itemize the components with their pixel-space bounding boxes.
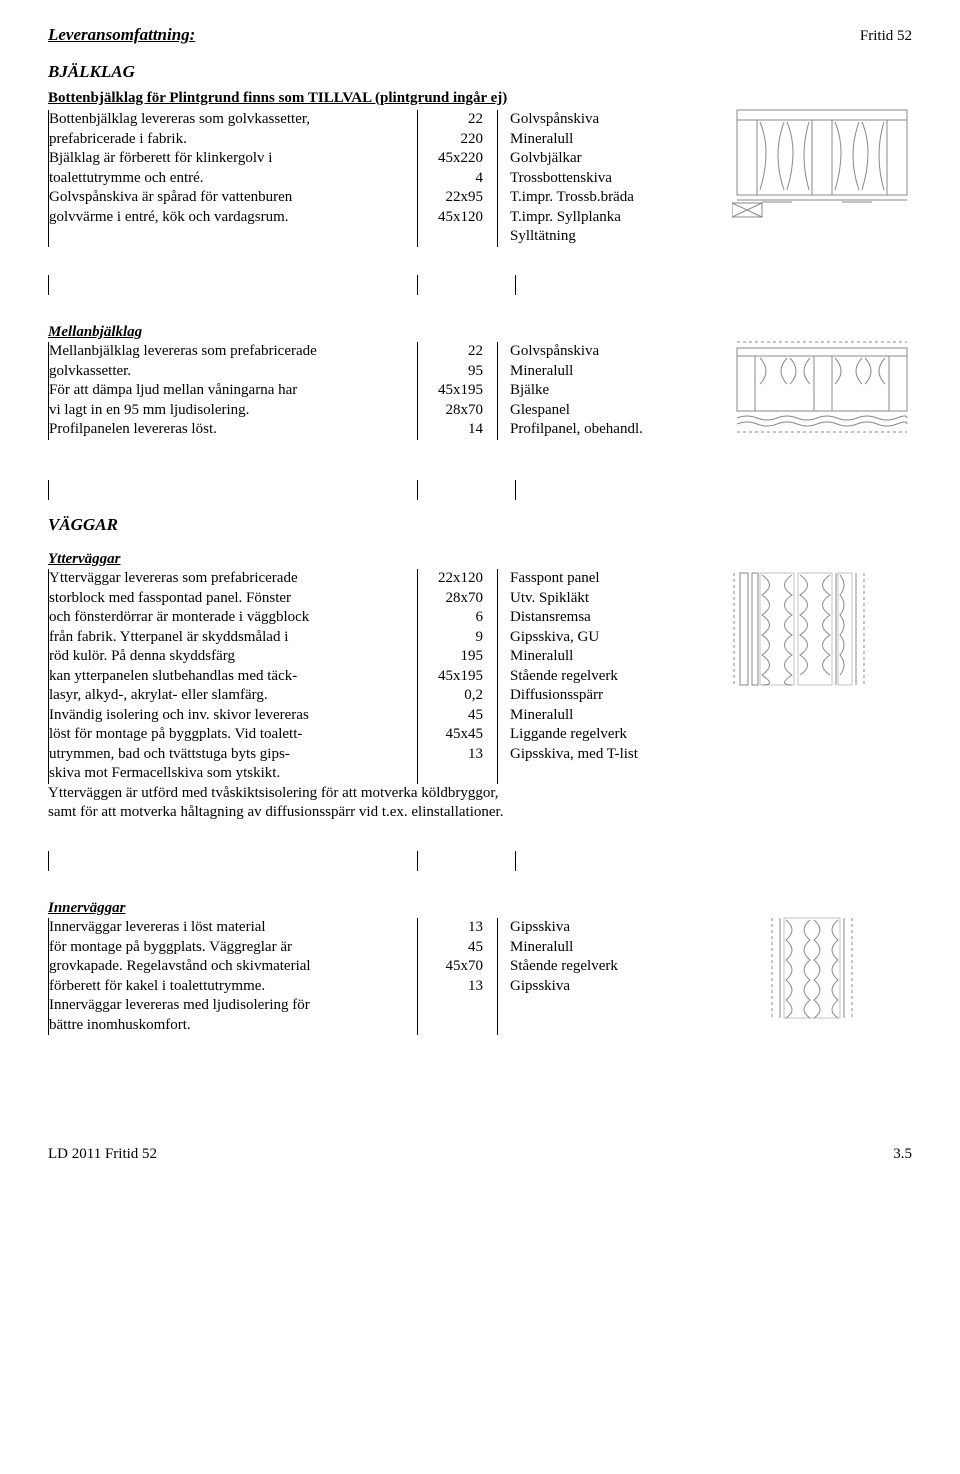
row: Mellanbjälklag levereras som prefabricer… — [48, 342, 912, 362]
row: skiva mot Fermacellskiva som ytskikt. — [48, 764, 912, 784]
column-separator — [48, 275, 912, 295]
text-line: röd kulör. På denna skyddsfärg — [48, 647, 418, 667]
footer-left: LD 2011 Fritid 52 — [48, 1145, 157, 1165]
row: utrymmen, bad och tvättstuga byts gips-1… — [48, 745, 912, 765]
footer-right: 3.5 — [893, 1145, 912, 1165]
ytter-title: Ytterväggar — [48, 550, 912, 570]
label-cell — [498, 764, 912, 784]
dim-cell: 22x120 — [418, 569, 498, 589]
label-cell: Gipsskiva, med T-list — [498, 745, 912, 765]
text-line: utrymmen, bad och tvättstuga byts gips- — [48, 745, 418, 765]
column-separator — [48, 851, 912, 871]
text-line: lasyr, alkyd-, akrylat- eller slamfärg. — [48, 686, 418, 706]
row: Bottenbjälklag levereras som golvkassett… — [48, 110, 912, 130]
text-line: från fabrik. Ytterpanel är skyddsmålad i — [48, 628, 418, 648]
text-line: Ytterväggar levereras som prefabricerade — [48, 569, 418, 589]
bottenbjalklag-block: Bottenbjälklag levereras som golvkassett… — [48, 110, 912, 247]
text-line: Innerväggar levereras med ljudisolering … — [48, 996, 418, 1016]
text-line: vi lagt in en 95 mm ljudisolering. — [48, 401, 418, 421]
row: Ytterväggar levereras som prefabricerade… — [48, 569, 912, 589]
text-line: Mellanbjälklag levereras som prefabricer… — [48, 342, 418, 362]
text-line: golvkassetter. — [48, 362, 418, 382]
dim-cell — [418, 1016, 498, 1036]
text-line: Bjälklag är förberett för klinkergolv i — [48, 149, 418, 169]
text-line: kan ytterpanelen slutbehandlas med täck- — [48, 667, 418, 687]
mellanbjalklag-diagram — [732, 336, 912, 436]
header-right: Fritid 52 — [860, 27, 912, 47]
dim-cell: 22x95 — [418, 188, 498, 208]
label-cell: Golvspånskiva — [510, 343, 599, 359]
label-cell: Fasspont panel — [510, 570, 600, 586]
text-line: skiva mot Fermacellskiva som ytskikt. — [48, 764, 418, 784]
dim-cell: 95 — [418, 362, 498, 382]
dim-cell: 22 — [418, 110, 498, 130]
text-line: Bottenbjälklag levereras som golvkassett… — [48, 110, 418, 130]
dim-cell — [418, 764, 498, 784]
dim-cell: 195 — [418, 647, 498, 667]
dim-cell: 4 — [418, 169, 498, 189]
label-cell: Liggande regelverk — [498, 725, 912, 745]
dim-cell — [418, 227, 498, 247]
text-line: För att dämpa ljud mellan våningarna har — [48, 381, 418, 401]
text-line: Golvspånskiva är spårad för vattenburen — [48, 188, 418, 208]
section-bjalklag-title: BJÄLKLAG — [48, 61, 912, 83]
dim-cell: 220 — [418, 130, 498, 150]
yttervaggar-block: Ytterväggar Ytterväggar levereras som pr… — [48, 550, 912, 823]
column-separator — [48, 480, 912, 500]
innervagg-diagram — [732, 914, 912, 1024]
text-line — [48, 227, 418, 247]
dim-cell: 45 — [418, 938, 498, 958]
text-line: och fönsterdörrar är monterade i väggblo… — [48, 608, 418, 628]
text-line: prefabricerade i fabrik. — [48, 130, 418, 150]
dim-cell: 13 — [418, 918, 498, 938]
header-left: Leveransomfattning: — [48, 24, 195, 46]
mellanbjalklag-block: Mellanbjälklag Mellanbjälklag levereras … — [48, 323, 912, 440]
dim-cell: 28x70 — [418, 589, 498, 609]
text-line: Invändig isolering och inv. skivor lever… — [48, 706, 418, 726]
text-line: bättre inomhuskomfort. — [48, 1016, 418, 1036]
text-line: storblock med fasspontad panel. Fönster — [48, 589, 418, 609]
dim-cell: 13 — [418, 977, 498, 997]
text-line: för montage på byggplats. Väggreglar är — [48, 938, 418, 958]
yttervagg-diagram — [732, 569, 912, 689]
dim-cell: 45 — [418, 706, 498, 726]
ytter-after-1: Ytterväggen är utförd med tvåskiktsisole… — [48, 784, 912, 804]
text-line: toalettutrymme och entré. — [48, 169, 418, 189]
text-line: förberett för kakel i toalettutrymme. — [48, 977, 418, 997]
dim-cell: 14 — [418, 420, 498, 440]
row: löst för montage på byggplats. Vid toale… — [48, 725, 912, 745]
dim-cell: 0,2 — [418, 686, 498, 706]
label-cell: Golvspånskiva — [510, 111, 599, 127]
label-cell: Gipsskiva — [510, 919, 570, 935]
dim-cell: 9 — [418, 628, 498, 648]
dim-cell: 13 — [418, 745, 498, 765]
text-line: grovkapade. Regelavstånd och skivmateria… — [48, 957, 418, 977]
dim-cell: 45x195 — [418, 381, 498, 401]
page-footer: LD 2011 Fritid 52 3.5 — [48, 1145, 912, 1165]
label-cell: Mineralull — [498, 706, 912, 726]
dim-cell: 45x195 — [418, 667, 498, 687]
text-line: Profilpanelen levereras löst. — [48, 420, 418, 440]
section-vaggar-title: VÄGGAR — [48, 514, 912, 536]
text-line: löst för montage på byggplats. Vid toale… — [48, 725, 418, 745]
bottenbjalklag-diagram — [732, 100, 912, 220]
text-line: Innerväggar levereras i löst material — [48, 918, 418, 938]
dim-cell: 45x220 — [418, 149, 498, 169]
dim-cell: 22 — [418, 342, 498, 362]
row: Sylltätning — [48, 227, 912, 247]
label-cell: Sylltätning — [498, 227, 912, 247]
dim-cell: 45x45 — [418, 725, 498, 745]
page-header: Leveransomfattning: Fritid 52 — [48, 24, 912, 47]
row: Innerväggar levereras i löst material 13… — [48, 918, 912, 938]
dim-cell: 45x120 — [418, 208, 498, 228]
text-line: golvvärme i entré, kök och vardagsrum. — [48, 208, 418, 228]
dim-cell: 45x70 — [418, 957, 498, 977]
dim-cell — [418, 996, 498, 1016]
innervaggar-block: Innerväggar Innerväggar levereras i löst… — [48, 899, 912, 1036]
dim-cell: 6 — [418, 608, 498, 628]
row: Invändig isolering och inv. skivor lever… — [48, 706, 912, 726]
dim-cell: 28x70 — [418, 401, 498, 421]
ytter-after-2: samt för att motverka håltagning av diff… — [48, 803, 912, 823]
